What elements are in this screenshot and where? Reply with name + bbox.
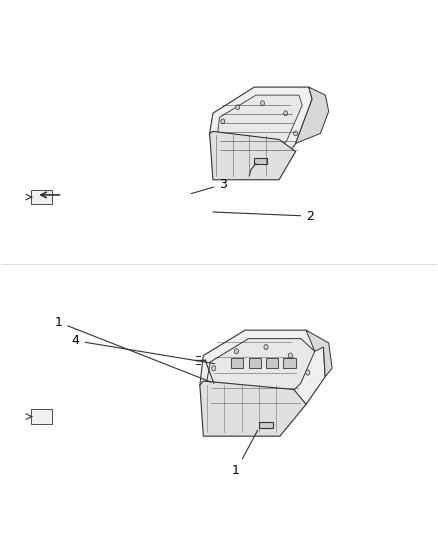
Circle shape bbox=[293, 131, 297, 136]
Circle shape bbox=[292, 395, 296, 400]
FancyBboxPatch shape bbox=[31, 190, 52, 205]
Bar bbox=[259, 422, 273, 427]
Circle shape bbox=[306, 370, 310, 375]
Polygon shape bbox=[218, 95, 302, 159]
FancyBboxPatch shape bbox=[31, 409, 52, 424]
Bar bbox=[266, 358, 278, 368]
Circle shape bbox=[264, 404, 268, 409]
Text: 4: 4 bbox=[72, 334, 215, 364]
Bar bbox=[254, 158, 268, 164]
Polygon shape bbox=[210, 132, 296, 180]
Circle shape bbox=[261, 101, 265, 106]
Circle shape bbox=[244, 153, 248, 158]
Bar bbox=[283, 358, 296, 368]
Circle shape bbox=[212, 391, 216, 397]
Circle shape bbox=[284, 111, 288, 116]
Polygon shape bbox=[296, 87, 328, 143]
Bar bbox=[231, 358, 244, 368]
Circle shape bbox=[224, 145, 228, 150]
Polygon shape bbox=[306, 330, 332, 377]
Polygon shape bbox=[200, 330, 325, 423]
Circle shape bbox=[221, 119, 225, 124]
Polygon shape bbox=[200, 381, 306, 436]
Polygon shape bbox=[207, 338, 315, 411]
Circle shape bbox=[233, 406, 237, 411]
Bar bbox=[249, 358, 261, 368]
Polygon shape bbox=[210, 87, 312, 168]
Text: 2: 2 bbox=[213, 209, 314, 223]
Text: 1: 1 bbox=[54, 316, 211, 382]
Circle shape bbox=[234, 349, 239, 354]
Circle shape bbox=[277, 151, 281, 156]
Text: 3: 3 bbox=[191, 178, 227, 193]
Circle shape bbox=[212, 366, 216, 371]
Text: 1: 1 bbox=[232, 430, 258, 477]
Circle shape bbox=[264, 344, 268, 350]
Circle shape bbox=[236, 105, 240, 110]
Circle shape bbox=[288, 353, 293, 358]
